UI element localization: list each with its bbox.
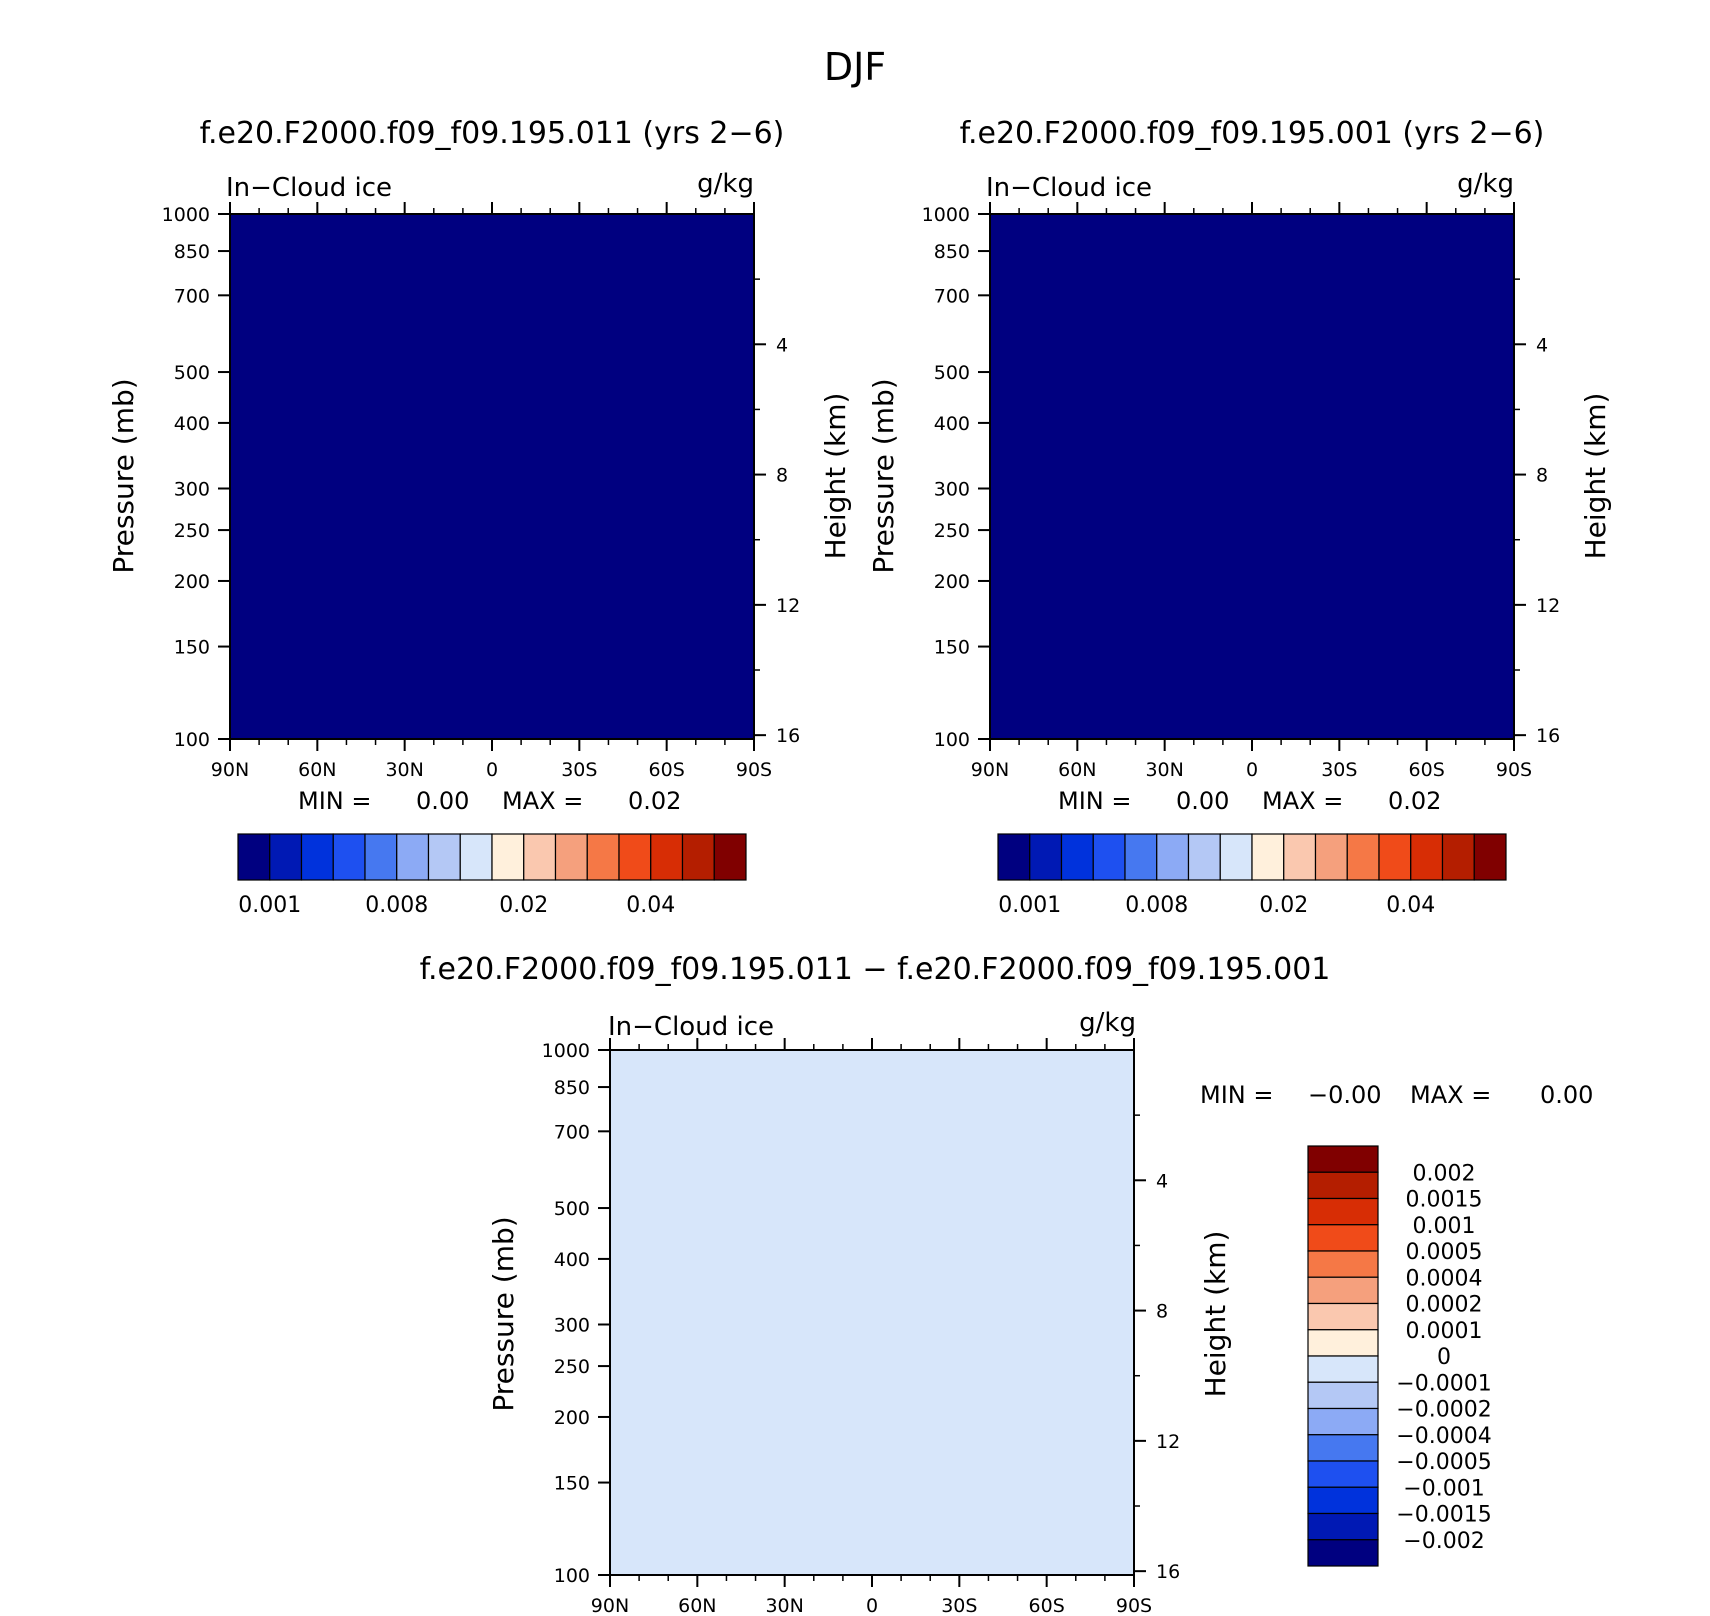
plot-area: 90N 60N 30N 0 30S 60S 90S100150200250300400500… — [922, 202, 1560, 781]
y-tick-label: 150 — [174, 637, 210, 659]
colorbar-label: 0.02 — [499, 893, 548, 918]
colorbar-box — [332, 833, 366, 881]
y-tick-label: 400 — [174, 413, 210, 435]
colorbar-box — [459, 833, 493, 881]
panel-title: f.e20.F2000.f09_f09.195.011 (yrs 2−6) — [200, 116, 785, 151]
colorbar-box — [396, 833, 430, 881]
y-tick-label: 850 — [174, 241, 210, 263]
y-tick-label: 200 — [174, 571, 210, 593]
colorbar-box — [300, 833, 334, 881]
colorbar-box — [681, 833, 715, 881]
panel-right: f.e20.F2000.f09_f09.195.001 (yrs 2−6) In… — [867, 116, 1612, 918]
max-value: 0.02 — [628, 787, 681, 815]
y-right-tick-label: 4 — [776, 334, 788, 356]
variable-label: In−Cloud ice — [986, 173, 1152, 203]
colorbar-label: 0.008 — [365, 893, 428, 918]
plot-background — [990, 214, 1514, 739]
y-tick-label: 300 — [174, 479, 210, 501]
plot-area: 90N 60N 30N 0 30S 60S 90S 100 150 200 250 300 400 500… — [162, 202, 800, 781]
min-label: MIN = — [298, 787, 371, 815]
x-tick-label: 30S — [561, 759, 597, 781]
x-tick-label: 0 — [486, 759, 498, 781]
colorbar: 0.001 0.008 0.02 0.04 — [237, 833, 747, 918]
colorbar-box — [554, 833, 588, 881]
x-tick-label: 60N — [298, 759, 336, 781]
max-label: MAX = — [502, 787, 583, 815]
y-tick-label: 1000 — [162, 204, 210, 226]
x-tick-label: 30N — [385, 759, 423, 781]
colorbar-box — [269, 833, 303, 881]
y-tick-label: 700 — [174, 285, 210, 307]
colorbar-box — [586, 833, 620, 881]
y-right-tick-label: 12 — [776, 595, 800, 617]
colorbar-box — [427, 833, 461, 881]
colorbar-label: 0.001 — [238, 893, 301, 918]
x-tick-label: 90N — [211, 759, 249, 781]
y-tick-label: 500 — [174, 362, 210, 384]
y-right-tick-label: 8 — [776, 465, 788, 487]
colorbar-box — [713, 833, 747, 881]
x-tick-label: 60S — [649, 759, 685, 781]
plot-background — [230, 214, 754, 739]
panel-left: f.e20.F2000.f09_f09.195.011 (yrs 2−6) In… — [107, 116, 852, 918]
colorbar-box — [364, 833, 398, 881]
figure-title: DJF — [824, 45, 886, 89]
variable-label: In−Cloud ice — [226, 173, 392, 203]
colorbar-box — [491, 833, 525, 881]
y-axis-label-right: Height (km) — [819, 393, 852, 560]
y-tick-label: 100 — [174, 729, 210, 751]
min-value: 0.00 — [416, 787, 469, 815]
y-right-tick-label: 16 — [776, 725, 800, 747]
panel-title: f.e20.F2000.f09_f09.195.001 (yrs 2−6) — [960, 116, 1545, 151]
units-label: g/kg — [697, 169, 754, 199]
stats-line: MIN = 0.00 MAX = 0.02 — [298, 787, 681, 815]
x-tick-label: 90S — [736, 759, 772, 781]
y-tick-label: 250 — [174, 520, 210, 542]
colorbar-box — [237, 833, 271, 881]
units-label: g/kg — [1457, 169, 1514, 199]
colorbar-box — [523, 833, 557, 881]
colorbar-box — [650, 833, 684, 881]
colorbar-label: 0.04 — [626, 893, 675, 918]
colorbar-box — [618, 833, 652, 881]
y-axis-label: Pressure (mb) — [107, 378, 140, 573]
